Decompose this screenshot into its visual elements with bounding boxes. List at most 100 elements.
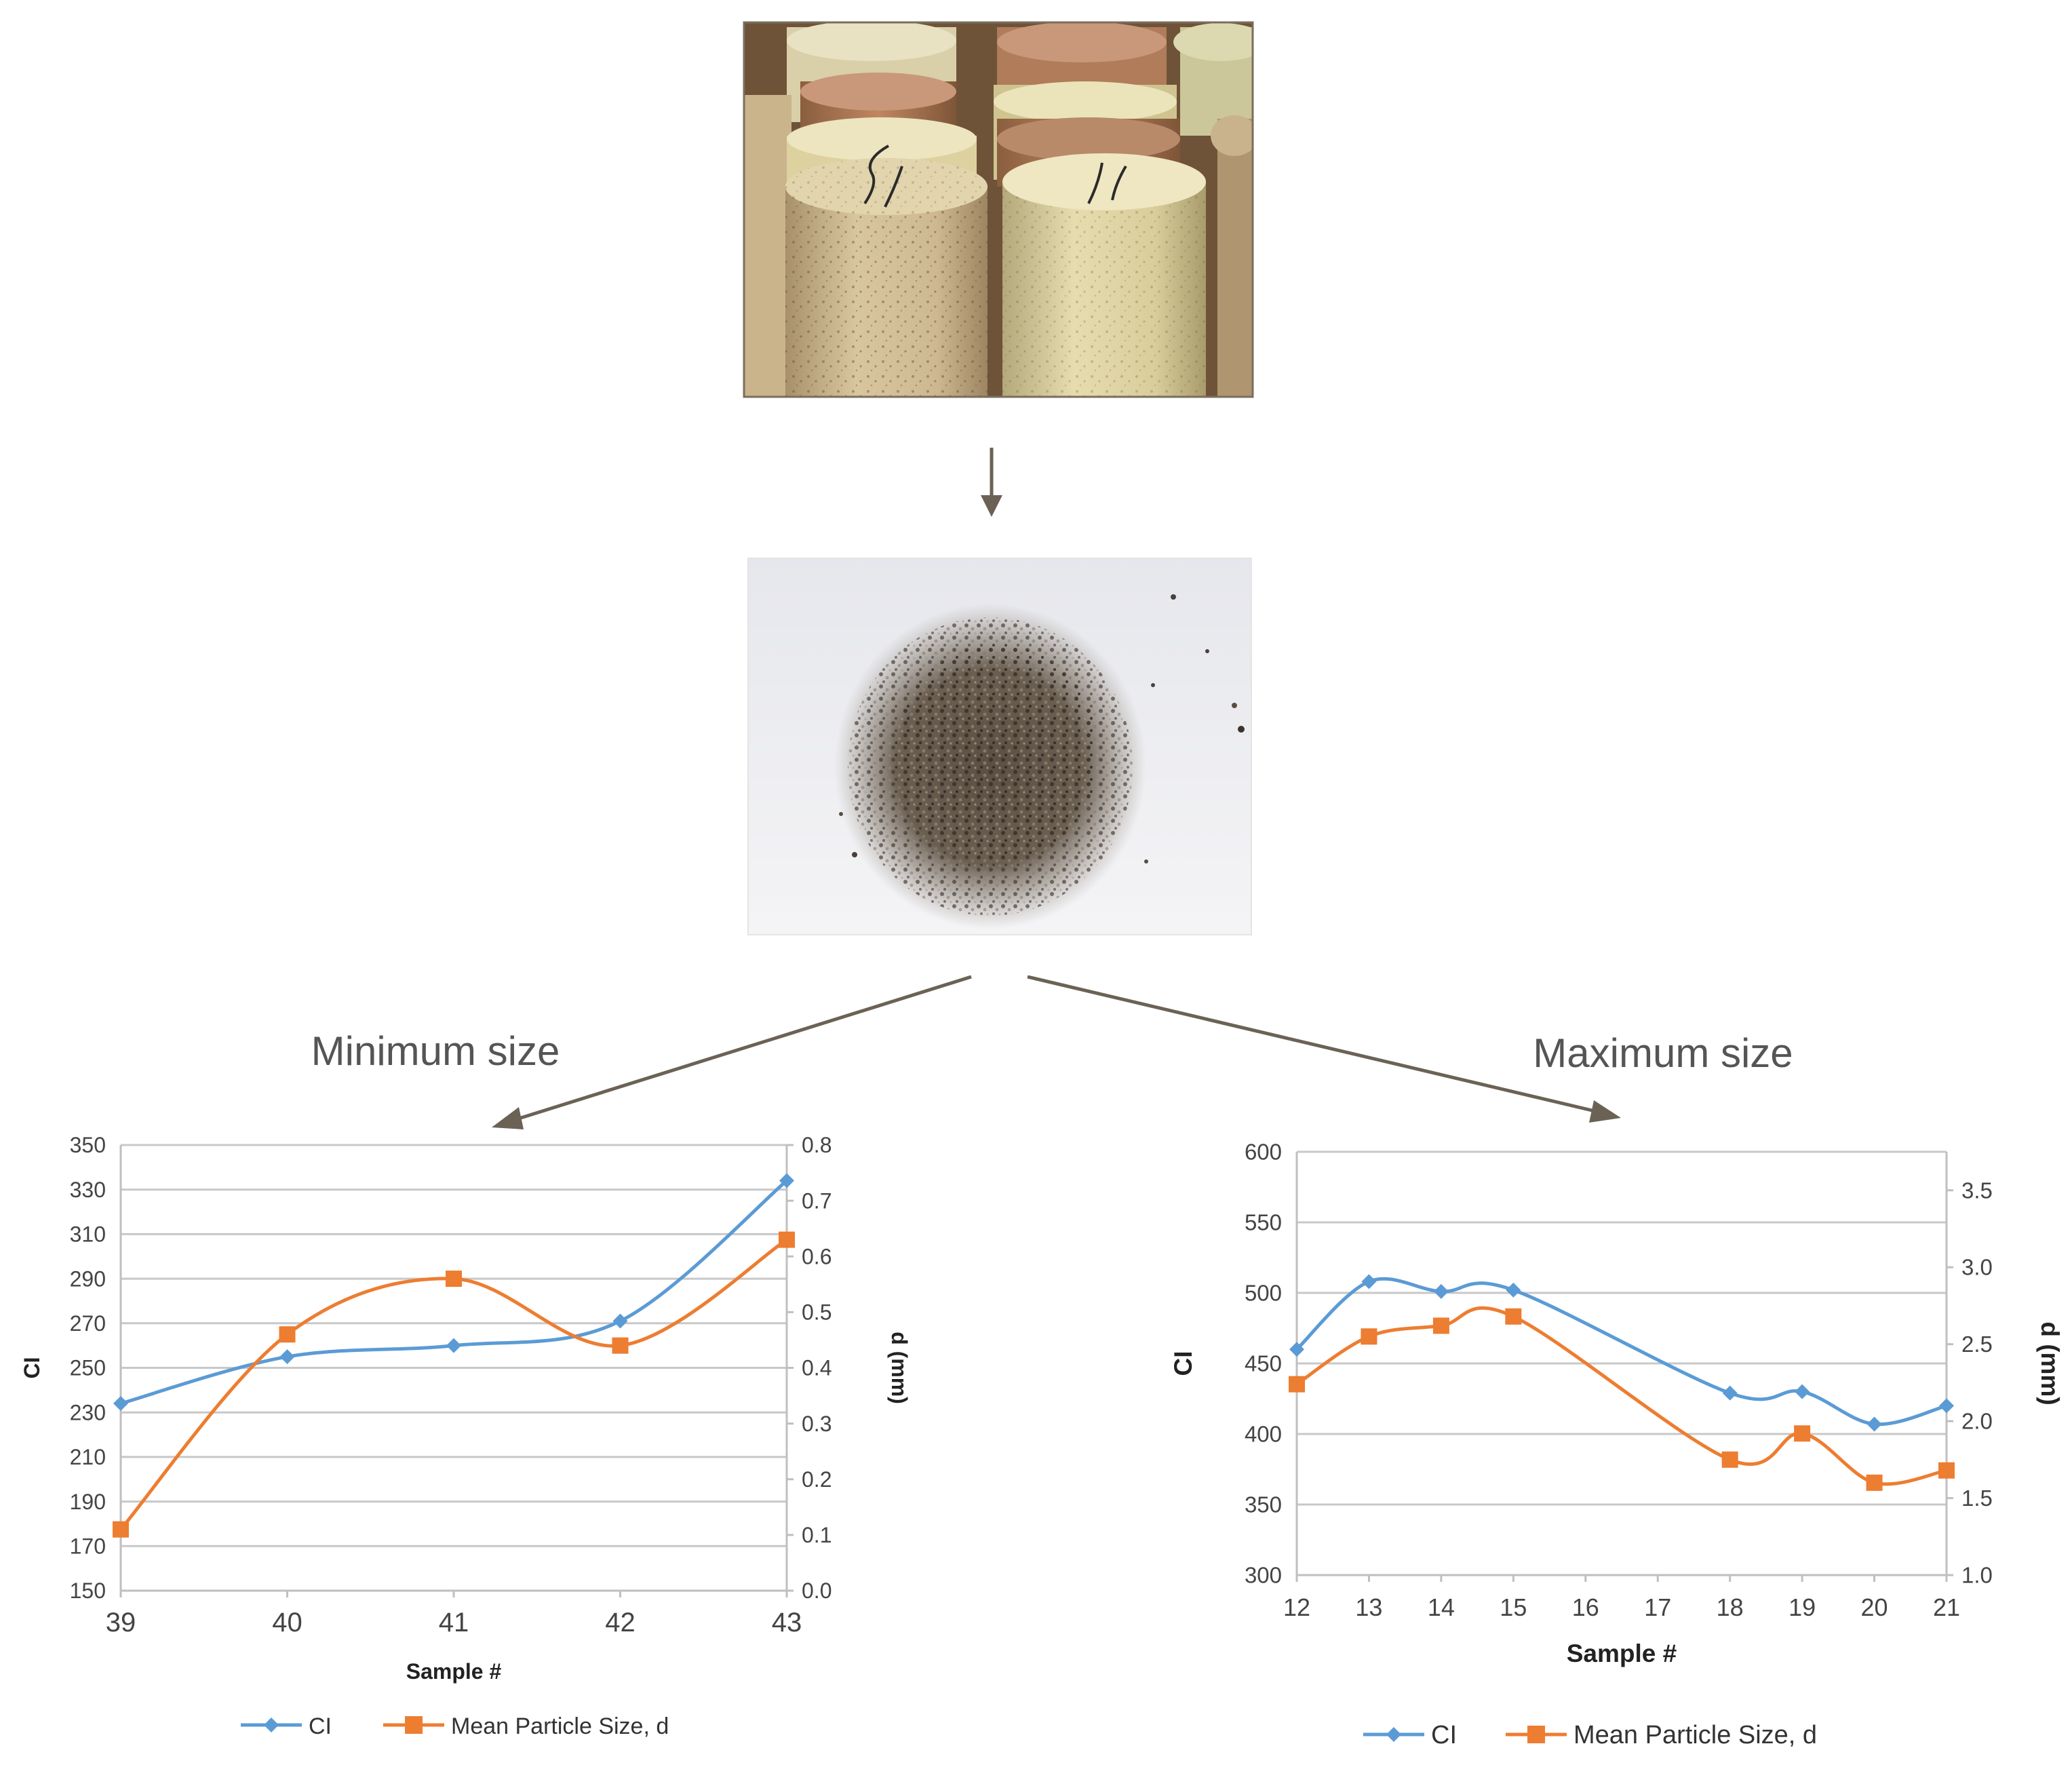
arrow-to-minimum [492, 975, 972, 1129]
x-axis-title: Sample # [1567, 1640, 1677, 1667]
sandstone-core-samples-photo [744, 22, 1253, 397]
y2-tick-label: 0.6 [802, 1244, 832, 1268]
x-tick-label: 39 [106, 1608, 136, 1637]
y-tick-label: 310 [70, 1222, 106, 1247]
ci-series-line [1295, 1277, 1947, 1427]
particle-size-point [279, 1326, 296, 1343]
y2-tick-label: 1.0 [1961, 1563, 1993, 1588]
y-tick-label: 190 [70, 1490, 106, 1514]
y2-tick-label: 3.5 [1961, 1178, 1993, 1203]
ci-point [1722, 1385, 1738, 1401]
legend-label-ci: CI [309, 1713, 332, 1739]
ci-point [1506, 1282, 1521, 1298]
ci-point [1866, 1416, 1882, 1432]
x-tick-label: 15 [1500, 1593, 1527, 1621]
legend-label-particle-size: Mean Particle Size, d [451, 1713, 669, 1739]
x-tick-label: 18 [1717, 1593, 1744, 1621]
y2-axis-title: d (mm) [887, 1332, 912, 1404]
x-tick-label: 17 [1644, 1593, 1671, 1621]
y-tick-label: 330 [70, 1178, 106, 1202]
down-arrow [981, 448, 1002, 517]
y2-tick-label: 0.5 [802, 1300, 832, 1325]
y-tick-label: 170 [70, 1534, 106, 1559]
legend-marker [405, 1716, 423, 1734]
y-tick-label: 250 [70, 1356, 106, 1380]
particle-size-point [1361, 1328, 1377, 1345]
y2-tick-label: 0.4 [802, 1356, 832, 1380]
particle-size-point [612, 1337, 629, 1354]
y-tick-label: 350 [1245, 1492, 1282, 1517]
x-tick-label: 20 [1861, 1593, 1888, 1621]
loose-sand-grains-photo [748, 558, 1251, 935]
x-tick-label: 42 [605, 1608, 636, 1637]
ci-point [279, 1349, 295, 1365]
particle-size-point [113, 1521, 129, 1538]
y2-tick-label: 3.0 [1961, 1255, 1993, 1280]
particle-size-point [1505, 1308, 1522, 1325]
y-tick-label: 270 [70, 1311, 106, 1336]
ci-point [1795, 1384, 1810, 1399]
legend-label-particle-size: Mean Particle Size, d [1573, 1721, 1817, 1749]
y-tick-label: 500 [1245, 1281, 1282, 1306]
y-tick-label: 230 [70, 1400, 106, 1424]
cores-photo-frame [743, 21, 1254, 398]
particle-size-point [446, 1271, 462, 1287]
legend-marker [264, 1718, 279, 1732]
minimum-size-chart: 150 170 190 210 230 250 270 290 310 330 350 0.0 0.1 0… [20, 1133, 912, 1739]
y2-axis-title: d (mm) [2036, 1321, 2064, 1405]
y2-tick-label: 0.7 [802, 1188, 832, 1213]
ci-point [1433, 1283, 1449, 1299]
particle-size-point [1794, 1425, 1811, 1442]
y-axis-title: CI [1169, 1351, 1197, 1376]
minimum-size-caption: Minimum size [311, 1028, 560, 1074]
x-tick-label: 21 [1933, 1593, 1960, 1621]
particle-size-point [1866, 1474, 1883, 1491]
x-tick-label: 41 [439, 1608, 469, 1637]
y-tick-label: 600 [1245, 1140, 1282, 1165]
legend-marker [1386, 1727, 1401, 1742]
grains-photo-frame [747, 558, 1252, 935]
particle-size-point [1289, 1376, 1305, 1393]
particle-size-point [1938, 1462, 1955, 1479]
ci-point [1361, 1274, 1377, 1289]
x-axis-title: Sample # [406, 1659, 502, 1684]
y2-tick-label: 2.0 [1961, 1409, 1993, 1434]
x-tick-label: 19 [1788, 1593, 1816, 1621]
particle-size-point [1432, 1317, 1449, 1334]
y-tick-label: 290 [70, 1266, 106, 1291]
ci-point [113, 1396, 128, 1412]
legend-label-ci: CI [1431, 1721, 1457, 1749]
y2-tick-label: 0.2 [802, 1467, 832, 1492]
ci-point [612, 1313, 628, 1329]
y2-tick-label: 0.0 [802, 1578, 832, 1603]
x-tick-label: 43 [772, 1608, 802, 1637]
y-tick-label: 550 [1245, 1210, 1282, 1235]
maximum-size-chart: 300 350 400 450 500 550 600 1.0 1.5 2.0 2.5 3.0 3.5 1… [1169, 1140, 2064, 1749]
x-tick-label: 14 [1428, 1593, 1455, 1621]
y-tick-label: 400 [1245, 1422, 1282, 1447]
maximum-size-caption: Maximum size [1533, 1030, 1793, 1076]
ci-point [446, 1338, 461, 1353]
legend-marker [1527, 1726, 1545, 1743]
arrow-to-maximum [1027, 975, 1621, 1123]
y2-tick-label: 2.5 [1961, 1332, 1993, 1357]
x-tick-label: 40 [272, 1608, 302, 1637]
y-tick-label: 150 [70, 1578, 106, 1603]
x-tick-label: 16 [1572, 1593, 1599, 1621]
y2-tick-label: 1.5 [1961, 1486, 1993, 1511]
ci-point [779, 1173, 794, 1188]
y-tick-label: 210 [70, 1445, 106, 1469]
particle-size-point [779, 1231, 795, 1248]
ci-point [1289, 1342, 1304, 1357]
particle-size-point [1721, 1451, 1738, 1468]
y2-tick-label: 0.3 [802, 1412, 832, 1436]
y-tick-label: 300 [1245, 1563, 1282, 1588]
y-axis-title: CI [20, 1357, 44, 1379]
y2-tick-label: 0.1 [802, 1523, 832, 1547]
x-tick-label: 13 [1355, 1593, 1382, 1621]
y-tick-label: 350 [70, 1133, 106, 1157]
particle-size-series-line [1295, 1306, 1947, 1486]
ci-point [1939, 1398, 1954, 1414]
x-tick-label: 12 [1283, 1593, 1310, 1621]
